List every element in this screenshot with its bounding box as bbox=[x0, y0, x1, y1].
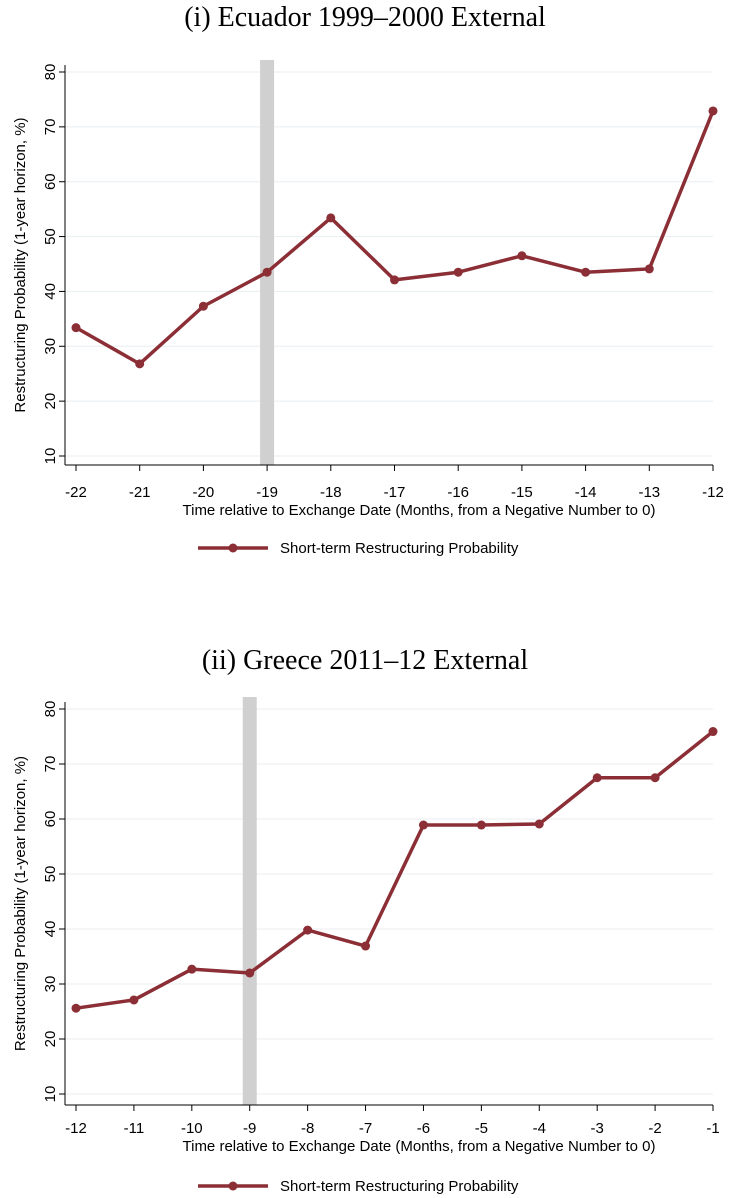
y-tick-label: 60 bbox=[42, 173, 59, 190]
data-point bbox=[187, 964, 197, 974]
data-point bbox=[135, 359, 145, 369]
legend-label: Short-term Restructuring Probability bbox=[280, 540, 519, 557]
data-point bbox=[303, 925, 313, 935]
data-point bbox=[534, 819, 544, 829]
y-tick-label: 10 bbox=[42, 448, 59, 465]
x-tick-label: -11 bbox=[124, 1120, 145, 1137]
data-point bbox=[418, 820, 428, 830]
legend-label: Short-term Restructuring Probability bbox=[280, 1178, 519, 1195]
x-tick-label: -7 bbox=[359, 1120, 372, 1137]
x-tick-label: -13 bbox=[638, 484, 660, 501]
x-tick-label: -18 bbox=[320, 484, 342, 501]
line-chart-ecuador: 10 20 30 40 50 60 70 80 -22 -21 -20 -19 -18 -17 -16 -15… bbox=[12, 60, 724, 557]
y-tick-label: 70 bbox=[42, 756, 59, 773]
y-axis-label: Restructuring Probability (1-year horizo… bbox=[12, 756, 29, 1051]
y-tick-label: 50 bbox=[42, 866, 59, 883]
y-tick-label: 30 bbox=[42, 976, 59, 993]
y-tick-label: 40 bbox=[42, 283, 59, 300]
legend-swatch-marker bbox=[228, 1181, 238, 1191]
x-tick-label: -10 bbox=[181, 1120, 203, 1137]
y-tick-label: 20 bbox=[42, 393, 59, 410]
y-tick-label: 30 bbox=[42, 338, 59, 355]
data-point bbox=[708, 106, 718, 116]
data-point bbox=[592, 773, 602, 783]
data-point bbox=[129, 995, 139, 1005]
x-tick-label: -20 bbox=[193, 484, 215, 501]
x-tick-label: -6 bbox=[417, 1120, 430, 1137]
y-axis-label: Restructuring Probability (1-year horizo… bbox=[12, 117, 29, 412]
x-tick-label: -17 bbox=[384, 484, 406, 501]
x-tick-label: -1 bbox=[706, 1120, 719, 1137]
x-tick-label: -8 bbox=[301, 1120, 314, 1137]
x-tick-label: -16 bbox=[447, 484, 469, 501]
x-tick-label: -21 bbox=[129, 484, 151, 501]
shaded-band bbox=[260, 60, 275, 465]
x-tick-label: -19 bbox=[256, 484, 278, 501]
data-point bbox=[361, 941, 371, 951]
x-tick-label: -14 bbox=[575, 484, 597, 501]
y-tick-label: 80 bbox=[42, 701, 59, 718]
data-point bbox=[644, 264, 654, 274]
x-tick-label: -12 bbox=[65, 1120, 87, 1137]
data-point bbox=[581, 267, 591, 277]
x-axis-label: Time relative to Exchange Date (Months, … bbox=[183, 1138, 656, 1155]
data-point bbox=[245, 968, 255, 978]
data-point bbox=[71, 323, 81, 333]
x-tick-label: -4 bbox=[533, 1120, 546, 1137]
x-tick-label: -5 bbox=[475, 1120, 488, 1137]
x-tick-label: -2 bbox=[648, 1120, 661, 1137]
x-tick-label: -22 bbox=[65, 484, 87, 501]
y-tick-label: 70 bbox=[42, 119, 59, 136]
x-axis-label: Time relative to Exchange Date (Months, … bbox=[183, 502, 656, 519]
data-point bbox=[262, 267, 272, 277]
x-tick-label: -12 bbox=[702, 484, 724, 501]
y-tick-label: 80 bbox=[42, 64, 59, 81]
data-point bbox=[708, 727, 718, 737]
x-tick-label: -15 bbox=[511, 484, 533, 501]
x-tick-label: -3 bbox=[591, 1120, 604, 1137]
legend-swatch-marker bbox=[228, 543, 238, 553]
data-point bbox=[517, 251, 527, 261]
y-tick-label: 10 bbox=[42, 1086, 59, 1103]
x-tick-label: -9 bbox=[243, 1120, 256, 1137]
data-point bbox=[198, 301, 208, 311]
data-point bbox=[476, 820, 486, 830]
y-tick-label: 20 bbox=[42, 1031, 59, 1048]
y-tick-label: 50 bbox=[42, 228, 59, 245]
series-line bbox=[75, 730, 715, 1010]
y-tick-label: 40 bbox=[42, 921, 59, 938]
data-point bbox=[650, 773, 660, 783]
chart-title: (i) Ecuador 1999–2000 External bbox=[184, 2, 546, 33]
data-point bbox=[390, 275, 399, 285]
data-point bbox=[326, 213, 336, 223]
shaded-band bbox=[242, 697, 257, 1105]
data-point bbox=[71, 1003, 81, 1013]
chart-title: (ii) Greece 2011–12 External bbox=[201, 645, 529, 676]
y-tick-label: 60 bbox=[42, 811, 59, 828]
data-point bbox=[453, 267, 463, 277]
